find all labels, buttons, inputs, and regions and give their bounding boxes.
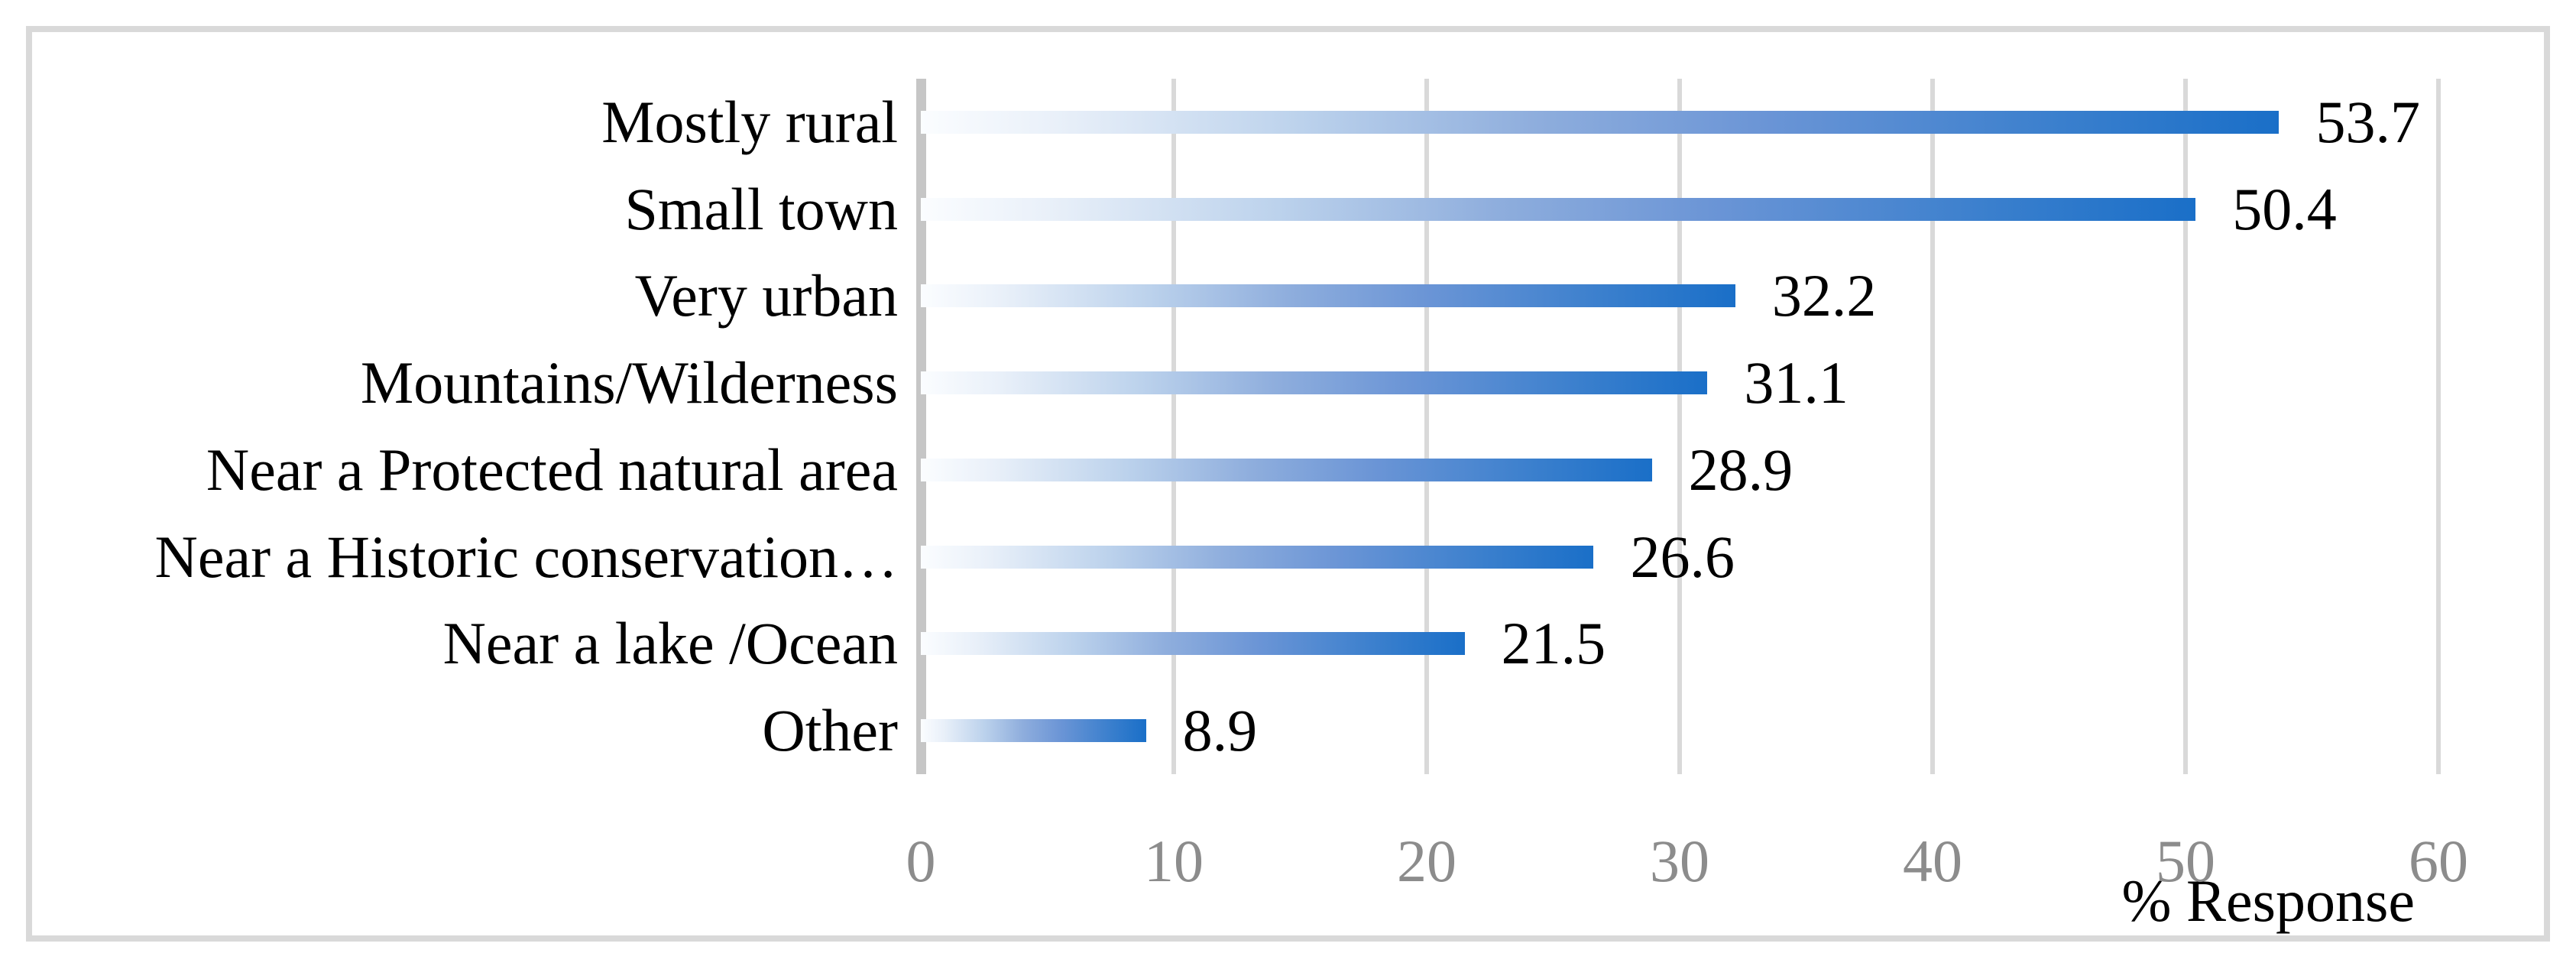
bar-row xyxy=(921,514,2438,601)
gridline-x-20 xyxy=(1424,79,1429,774)
data-label: 28.9 xyxy=(1688,436,1793,503)
bar-row xyxy=(921,339,2438,426)
bar-row xyxy=(921,253,2438,340)
data-label: 31.1 xyxy=(1744,349,1849,417)
gridline-x-40 xyxy=(1930,79,1935,774)
bar-row xyxy=(921,166,2438,253)
x-tick-label-40: 40 xyxy=(1903,828,1962,894)
bar xyxy=(921,371,1708,395)
gridline-x-10 xyxy=(1171,79,1176,774)
data-label: 50.4 xyxy=(2232,175,2337,242)
bar-row xyxy=(921,601,2438,688)
bar-row xyxy=(921,426,2438,514)
y-axis-line xyxy=(916,79,926,774)
bar xyxy=(921,632,1465,656)
bar-row xyxy=(921,79,2438,166)
data-label: 53.7 xyxy=(2315,88,2420,155)
figure-border xyxy=(26,26,2550,942)
bar xyxy=(921,197,2196,221)
bar xyxy=(921,110,2280,134)
category-label: Small town xyxy=(624,175,898,242)
x-tick-label-20: 20 xyxy=(1397,828,1456,894)
gridline-x-50 xyxy=(2183,79,2188,774)
gridline-x-60 xyxy=(2436,79,2441,774)
category-label: Mostly rural xyxy=(601,88,898,155)
x-tick-label-0: 0 xyxy=(906,828,936,894)
x-tick-label-10: 10 xyxy=(1144,828,1204,894)
bar xyxy=(921,284,1735,308)
category-label: Near a Historic conservation… xyxy=(154,523,899,590)
category-label: Other xyxy=(762,697,898,764)
bar xyxy=(921,719,1146,743)
x-axis-title: % Response xyxy=(2121,867,2415,934)
plot-area xyxy=(916,79,2441,774)
bar xyxy=(921,545,1594,569)
x-tick-label-50: 50 xyxy=(2156,828,2215,894)
category-label: Very urban xyxy=(634,262,898,329)
x-tick-label-30: 30 xyxy=(1650,828,1709,894)
category-label: Mountains/Wilderness xyxy=(360,349,898,417)
x-tick-label-60: 60 xyxy=(2409,828,2468,894)
category-label: Near a lake /Ocean xyxy=(442,610,898,677)
data-label: 26.6 xyxy=(1630,523,1735,590)
bar xyxy=(921,458,1652,481)
category-label: Near a Protected natural area xyxy=(206,436,898,503)
bar-row xyxy=(921,687,2438,774)
gridline-x-30 xyxy=(1677,79,1682,774)
data-label: 32.2 xyxy=(1771,262,1877,329)
data-label: 21.5 xyxy=(1501,610,1606,677)
data-label: 8.9 xyxy=(1182,697,1258,764)
